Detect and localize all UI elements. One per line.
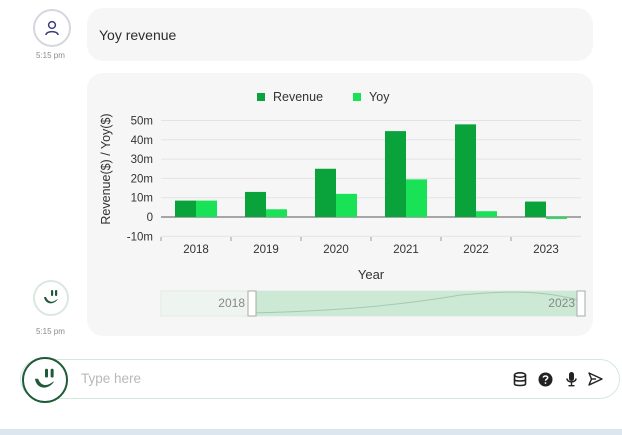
send-icon[interactable]	[587, 371, 603, 387]
chart-legend[interactable]: Revenue Yoy	[257, 90, 419, 104]
bot-face-icon	[44, 290, 58, 304]
legend-label-revenue: Revenue	[273, 90, 324, 104]
x-tick-label: 2022	[463, 244, 489, 256]
user-message-text: Yoy revenue	[99, 27, 177, 43]
bottom-strip	[0, 429, 622, 435]
bar-revenue-2020	[315, 168, 336, 217]
y-tick-label: 30m	[131, 154, 153, 166]
zoom-selected-range	[252, 291, 581, 316]
message-input[interactable]	[81, 371, 481, 386]
bot-face-icon	[35, 368, 55, 388]
zoom-end-label: 2023	[548, 296, 575, 310]
x-tick-label: 2020	[323, 244, 349, 256]
y-tick-label: 50m	[131, 116, 153, 128]
zoom-handle-end[interactable]	[576, 290, 586, 317]
bar-yoy-2019	[266, 209, 287, 217]
zoom-shadow-line	[248, 291, 580, 314]
legend-item-revenue[interactable]: Revenue	[257, 90, 323, 104]
message-time: 5:15 pm	[36, 327, 65, 336]
user-avatar	[33, 9, 71, 47]
zoom-start-label: 2018	[218, 296, 245, 310]
legend-swatch-revenue	[257, 93, 265, 101]
bot-chart-bubble: Revenue Yoy -10m 0 10m 20m 30m 40m 50m 2018 2019…	[87, 73, 593, 336]
user-message-bubble: Yoy revenue	[87, 8, 593, 61]
bar-revenue-2022	[455, 124, 476, 217]
bot-avatar	[33, 280, 69, 316]
y-tick-label: 20m	[131, 173, 153, 185]
y-tick-label: 0	[147, 212, 153, 224]
user-icon	[45, 20, 59, 36]
zoom-handle-start[interactable]	[247, 290, 257, 317]
bar-revenue-2019	[245, 191, 266, 217]
x-tick-label: 2023	[533, 244, 559, 256]
legend-label-yoy: Yoy	[369, 90, 390, 104]
y-tick-label: 40m	[131, 135, 153, 147]
y-tick-label: 10m	[131, 193, 153, 205]
y-tick-label: -10m	[127, 231, 153, 243]
x-tick-label: 2021	[393, 244, 419, 256]
legend-item-yoy[interactable]: Yoy	[353, 90, 389, 104]
message-input-bar	[20, 359, 620, 399]
bar-revenue-2021	[385, 131, 406, 217]
bar-yoy-2022	[476, 211, 497, 217]
bot-logo-avatar	[22, 357, 68, 403]
help-icon[interactable]	[537, 371, 553, 387]
bar-yoy-2018	[196, 200, 217, 217]
bar-yoy-2020	[336, 193, 357, 217]
bar-revenue-2023	[525, 201, 546, 217]
database-icon[interactable]	[512, 371, 528, 387]
microphone-icon[interactable]	[563, 371, 579, 387]
bar-revenue-2018	[175, 200, 196, 217]
bar-chart: -10m 0 10m 20m 30m 40m 50m 2018 2019 2020 2021 2022…	[99, 113, 586, 317]
legend-swatch-yoy	[353, 93, 362, 101]
x-tick-label: 2018	[183, 244, 209, 256]
y-axis-title: Revenue($) / Yoy($)	[99, 113, 113, 224]
message-time: 5:15 pm	[36, 51, 65, 60]
bar-yoy-2021	[406, 179, 427, 217]
bar-yoy-2023	[546, 217, 567, 219]
x-axis-title: Year	[358, 267, 385, 282]
x-tick-label: 2019	[253, 244, 279, 256]
